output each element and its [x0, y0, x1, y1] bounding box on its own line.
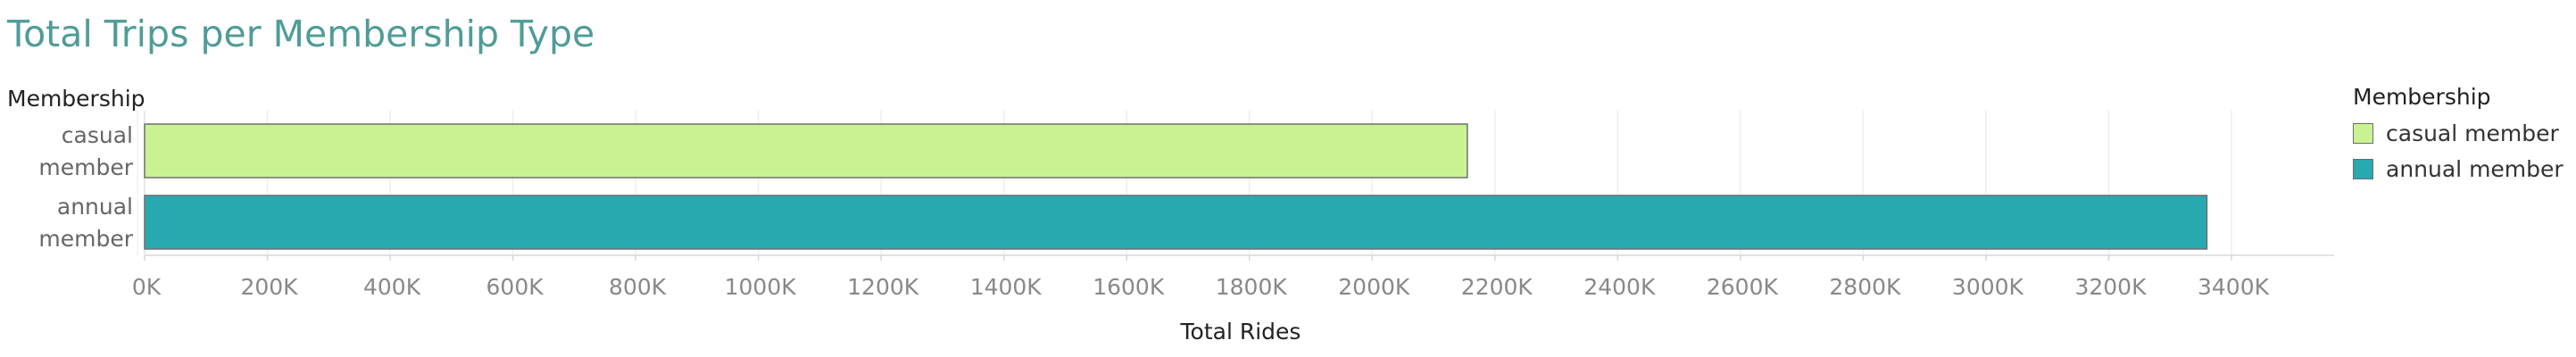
bar-casual-member[interactable]	[144, 123, 1468, 178]
category-labels: casual member annual member	[38, 122, 133, 252]
x-tick-label: 3400K	[2198, 274, 2270, 300]
x-tick-label: 3000K	[1952, 274, 2024, 300]
category-label: casual	[62, 122, 133, 148]
x-tick-labels: 0K 200K 400K 600K 800K 1000K 1200K 1400K 1600K 18…	[132, 274, 2270, 300]
x-tick-label: 200K	[240, 274, 298, 300]
legend-label-annual-member: annual member	[2386, 155, 2564, 182]
legend-item-casual-member[interactable]: casual member	[2353, 115, 2564, 151]
x-tick-label: 1800K	[1216, 274, 1288, 300]
legend-label-casual-member: casual member	[2386, 120, 2559, 146]
bars	[144, 123, 2208, 250]
legend-swatch-annual-member	[2353, 158, 2373, 179]
category-label: member	[38, 154, 133, 180]
x-tick-label: 2400K	[1583, 274, 1656, 300]
legend: Membership casual member annual member	[2353, 84, 2564, 187]
x-tick-label: 2200K	[1461, 274, 1533, 300]
bar-chart: Membership casual member annual member 0K 20…	[7, 86, 2334, 345]
x-tick-label: 0K	[132, 274, 162, 300]
x-tick-label: 3200K	[2074, 274, 2147, 300]
bar-annual-member[interactable]	[144, 195, 2208, 250]
x-tick-label: 1000K	[725, 274, 797, 300]
category-label: annual	[57, 194, 133, 220]
legend-title: Membership	[2353, 84, 2491, 110]
x-tick-label: 600K	[486, 274, 544, 300]
legend-item-annual-member[interactable]: annual member	[2353, 151, 2564, 187]
x-axis-title: Total Rides	[1180, 319, 1301, 345]
x-tick-label: 2600K	[1707, 274, 1779, 300]
x-tick-label: 1400K	[970, 274, 1043, 300]
x-tick-label: 1200K	[847, 274, 919, 300]
x-tick-label: 800K	[609, 274, 667, 300]
x-tick-label: 400K	[363, 274, 421, 300]
x-tick-label: 2000K	[1338, 274, 1410, 300]
chart-title: Total Trips per Membership Type	[7, 12, 595, 55]
category-label: member	[38, 226, 133, 252]
y-axis-title: Membership	[7, 86, 145, 112]
x-tick-label: 1600K	[1093, 274, 1165, 300]
legend-swatch-casual-member	[2353, 122, 2373, 144]
x-tick-label: 2800K	[1829, 274, 1901, 300]
